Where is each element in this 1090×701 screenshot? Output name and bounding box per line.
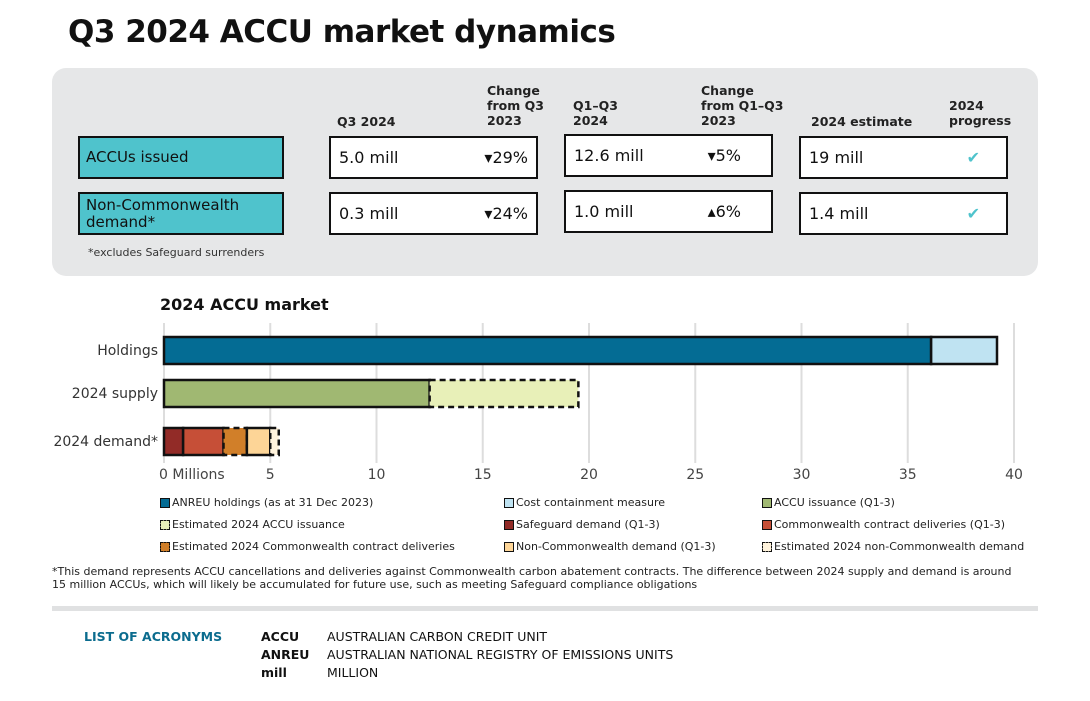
legend-swatch [160,519,170,530]
bar-segment [929,335,999,366]
acronyms-heading: LIST OF ACRONYMS [84,629,223,644]
legend-item: Non-Commonwealth demand (Q1-3) [504,540,716,553]
bar-segment [269,426,280,457]
bar-segment [428,378,580,409]
x-tick-label: 35 [899,467,917,483]
q3-change: 24% [492,204,528,223]
estimate-value: 19 mill [809,148,864,167]
legend-item: Estimated 2024 non-Commonwealth demand [762,540,1024,553]
x-tick-label: 30 [793,467,811,483]
acronym: mill [261,665,287,680]
header-chg-q3: Change from Q3 2023 [487,83,544,128]
estimate-box: 19 mill ✔ [799,136,1008,179]
legend-swatch [762,519,772,530]
legend-swatch [762,541,772,552]
up-arrow-icon: ▴ [707,202,716,221]
legend-swatch [160,497,170,508]
bar-segment [181,426,225,457]
q3-value-box: 5.0 mill ▾29% [329,136,538,179]
bar-chart: 0 Millions 5 10 15 20 25 30 35 40 Holdings 2024 su… [53,323,1023,483]
legend-item: Safeguard demand (Q1-3) [504,518,660,531]
legend-label: ACCU issuance (Q1-3) [774,496,895,509]
ytd-value-box: 12.6 mill ▾5% [564,134,773,177]
header-chg-ytd: Change from Q1–Q3 2023 [701,83,784,128]
legend-swatch [504,519,514,530]
divider [52,606,1038,611]
legend-swatch [504,541,514,552]
legend-label: Estimated 2024 ACCU issuance [172,518,345,531]
legend-label: ANREU holdings (as at 31 Dec 2023) [172,496,374,509]
down-arrow-icon: ▾ [707,146,716,165]
ytd-value: 12.6 mill [574,146,644,165]
legend-item: Commonwealth contract deliveries (Q1-3) [762,518,1005,531]
category-label: 2024 supply [72,386,158,402]
legend-swatch [504,497,514,508]
legend-swatch [160,541,170,552]
legend-label: Estimated 2024 non-Commonwealth demand [774,540,1025,553]
ytd-change: 6% [715,202,741,221]
bar-segment [222,426,249,457]
check-icon: ✔ [966,204,980,223]
x-tick-label: 25 [686,467,704,483]
legend-item: Estimated 2024 Commonwealth contract del… [160,540,455,553]
acronym: ACCU [261,629,300,644]
header-est: 2024 estimate [811,114,913,129]
page-title: Q3 2024 ACCU market dynamics [68,14,616,50]
check-icon: ✔ [966,148,980,167]
footnote: *This demand represents ACCU cancellatio… [52,565,1012,591]
chart-title: 2024 ACCU market [160,295,329,314]
acronym: ANREU [261,647,310,662]
down-arrow-icon: ▾ [484,148,493,167]
header-progress: 2024 progress [949,98,1012,128]
legend-item: ACCU issuance (Q1-3) [762,496,895,509]
summary-note: *excludes Safeguard surrenders [88,246,265,259]
legend-label: Estimated 2024 Commonwealth contract del… [172,540,455,553]
legend-label: Cost containment measure [516,496,666,509]
legend-item: Estimated 2024 ACCU issuance [160,518,345,531]
header-q3: Q3 2024 [337,114,396,129]
legend-label: Safeguard demand (Q1-3) [516,518,660,531]
acronym-meaning: AUSTRALIAN CARBON CREDIT UNIT [327,629,548,644]
down-arrow-icon: ▾ [484,204,493,223]
bar-segment [162,335,933,366]
q3-value: 5.0 mill [339,148,399,167]
x-tick-label: 10 [368,467,386,483]
x-tick-label: 15 [474,467,492,483]
bar-segment [162,378,431,409]
x-tick-label: 20 [580,467,598,483]
estimate-value: 1.4 mill [809,204,869,223]
x-tick-label: 40 [1005,467,1023,483]
header-ytd: Q1–Q3 2024 [573,98,618,128]
q3-value: 0.3 mill [339,204,399,223]
legend-swatch [762,497,772,508]
row-label: ACCUs issued [78,136,284,179]
q3-value-box: 0.3 mill ▾24% [329,192,538,235]
category-label: 2024 demand* [53,434,158,450]
estimate-box: 1.4 mill ✔ [799,192,1008,235]
q3-change: 29% [492,148,528,167]
legend-item: ANREU holdings (as at 31 Dec 2023) [160,496,373,509]
ytd-change: 5% [715,146,741,165]
row-label: Non-Commonwealth demand* [78,192,284,235]
ytd-value-box: 1.0 mill ▴6% [564,190,773,233]
acronym-meaning: AUSTRALIAN NATIONAL REGISTRY OF EMISSION… [327,647,674,662]
acronym-meaning: MILLION [327,665,379,680]
x-tick-label: 5 [266,467,275,483]
legend-label: Non-Commonwealth demand (Q1-3) [516,540,716,553]
bar-segment [245,426,272,457]
ytd-value: 1.0 mill [574,202,634,221]
x-tick-label: 0 Millions [159,467,225,483]
bar-segment [162,426,185,457]
category-label: Holdings [97,343,158,359]
legend-item: Cost containment measure [504,496,665,509]
legend-label: Commonwealth contract deliveries (Q1-3) [774,518,1005,531]
